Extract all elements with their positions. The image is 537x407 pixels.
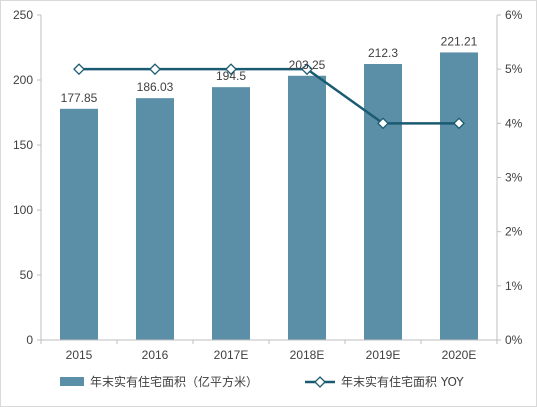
axes: 0 50 100 150 200 250 0% 1% 2% 3% 4% 5% 6% 2015 2016 201… xyxy=(13,8,523,362)
yoy-point-2015 xyxy=(73,63,85,76)
y-right-tick-label: 0% xyxy=(505,333,523,347)
bar-2020E xyxy=(440,52,478,340)
y-left-tick-label: 0 xyxy=(26,333,33,347)
yoy-point-2019E xyxy=(377,117,389,130)
bar-value-label: 177.85 xyxy=(61,91,98,105)
x-tick-label: 2018E xyxy=(290,348,325,362)
x-tick-label: 2017E xyxy=(214,348,249,362)
y-right-tick-label: 1% xyxy=(505,279,523,293)
bar-2017E xyxy=(212,87,250,341)
legend-line-label: 年末实有住宅面积 YOY xyxy=(341,374,464,389)
y-left-tick-label: 150 xyxy=(13,138,33,152)
y-right-tick-label: 2% xyxy=(505,225,523,239)
yoy-point-2017E xyxy=(225,63,237,76)
y-right-tick-label: 5% xyxy=(505,62,523,76)
y-left-tick-label: 50 xyxy=(20,268,34,282)
bar-value-label: 186.03 xyxy=(137,80,174,94)
bar-value-label: 203.25 xyxy=(289,58,326,72)
yoy-point-2018E xyxy=(301,63,313,76)
bar-value-label: 194.5 xyxy=(216,69,246,83)
bar-value-label: 221.21 xyxy=(441,34,478,48)
yoy-point-2016 xyxy=(149,63,161,76)
x-tick-label: 2015 xyxy=(66,348,93,362)
data-labels: 177.85 186.03 194.5 203.25 212.3 221.21 xyxy=(61,34,478,104)
yoy-line xyxy=(79,67,459,125)
legend-bar-swatch xyxy=(60,377,84,386)
bar-2019E xyxy=(364,64,402,340)
x-tick-label: 2016 xyxy=(142,348,169,362)
y-right-tick-label: 3% xyxy=(505,171,523,185)
y-left-tick-label: 200 xyxy=(13,73,33,87)
bar-2016 xyxy=(136,98,174,340)
legend: 年末实有住宅面积（亿平方米） 年末实有住宅面积 YOY xyxy=(60,374,464,389)
bar-2018E xyxy=(288,75,326,341)
y-right-tick-label: 6% xyxy=(505,8,523,22)
legend-line-marker xyxy=(314,376,326,388)
bar-2015 xyxy=(60,108,98,340)
yoy-point-2020E xyxy=(453,117,465,130)
y-right-tick-label: 4% xyxy=(505,116,523,130)
x-tick-label: 2020E xyxy=(442,348,477,362)
bar-series xyxy=(60,52,478,341)
legend-bar-label: 年末实有住宅面积（亿平方米） xyxy=(90,374,258,389)
x-tick-label: 2019E xyxy=(366,348,401,362)
bar-value-label: 212.3 xyxy=(368,46,398,60)
y-left-tick-label: 250 xyxy=(13,8,33,22)
y-left-tick-label: 100 xyxy=(13,203,33,217)
line-series xyxy=(73,63,465,130)
